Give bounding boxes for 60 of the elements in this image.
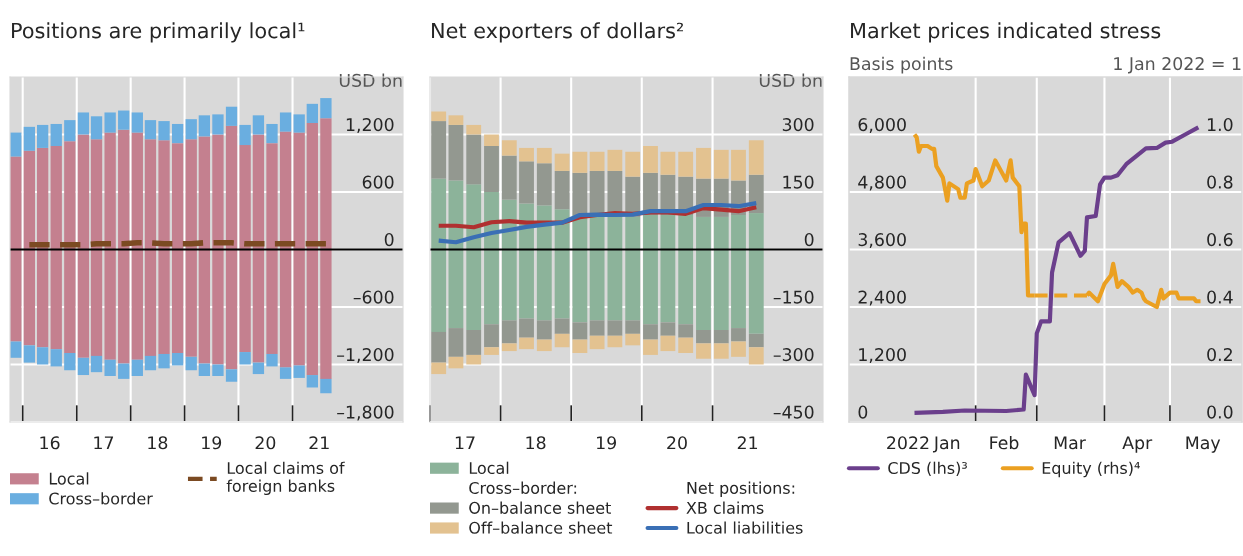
x-tick-label: 19 bbox=[202, 436, 222, 450]
y2-tick-label: 1.0 bbox=[1207, 118, 1233, 132]
y-tick-label: –300 bbox=[773, 348, 814, 362]
y-tick-label: 4,800 bbox=[858, 175, 906, 191]
y-axis-title: Basis points bbox=[850, 56, 953, 74]
y-tick-label: 6,000 bbox=[858, 118, 906, 133]
text: Cross–border: bbox=[469, 481, 577, 494]
legend-label: Local bbox=[469, 461, 509, 475]
x-tick-label: 17 bbox=[94, 436, 114, 450]
y-tick-label: 0 bbox=[858, 405, 868, 419]
y2-tick-label: 0.2 bbox=[1207, 348, 1232, 362]
x-tick-label: 21 bbox=[737, 436, 758, 450]
legend-label: On–balance sheet bbox=[469, 501, 611, 514]
x-tick-label: Feb bbox=[990, 435, 1019, 450]
y-tick-label: 150 bbox=[783, 175, 814, 189]
y2-tick-label: 0.8 bbox=[1207, 175, 1233, 189]
legend-label: Cross–border bbox=[49, 492, 153, 505]
text: Net positions: bbox=[687, 481, 795, 498]
legend-label: XB claims bbox=[686, 501, 764, 514]
y-tick-label: –600 bbox=[353, 290, 394, 304]
x-tick-label: 18 bbox=[148, 436, 168, 450]
y-tick-label: 0 bbox=[804, 233, 814, 247]
x-tick-label: 20 bbox=[255, 436, 276, 450]
legend-label: Off–balance sheet bbox=[469, 521, 613, 534]
y-tick-label: –1,800 bbox=[337, 405, 394, 421]
y-axis-title: USD bn bbox=[339, 73, 402, 87]
legend-label: Local claims of foreign banks bbox=[226, 461, 345, 496]
y2-axis-title: 1 Jan 2022 = 1 bbox=[1114, 57, 1241, 74]
y-tick-label: 2,400 bbox=[858, 290, 906, 306]
x-tick-label: 16 bbox=[40, 436, 60, 450]
legend-label: Local bbox=[49, 472, 89, 485]
x-tick-label: 21 bbox=[309, 436, 329, 450]
legend-label: Local liabilities bbox=[687, 521, 803, 534]
y-tick-label: 0 bbox=[384, 233, 394, 247]
x-tick-label: Jan bbox=[932, 436, 960, 453]
y-axis-title: USD bn bbox=[759, 73, 822, 87]
chart-title: Net exporters of dollars² bbox=[432, 22, 684, 43]
y2-tick-label: 0.0 bbox=[1207, 405, 1233, 419]
y-tick-label: 1,200 bbox=[346, 118, 394, 133]
y-tick-label: 300 bbox=[782, 118, 814, 132]
x-tick-label: 17 bbox=[455, 436, 475, 450]
y-tick-label: 1,200 bbox=[859, 348, 906, 363]
legend-label: Equity (rhs)⁴ bbox=[1042, 461, 1140, 478]
y2-tick-label: 0.4 bbox=[1207, 290, 1233, 304]
x-tick-label: 19 bbox=[597, 436, 617, 450]
chart-title: Market prices indicated stress bbox=[851, 22, 1161, 43]
x-tick-label: 2022 bbox=[887, 436, 929, 450]
chart-title: Positions are primarily local¹ bbox=[12, 22, 305, 43]
x-tick-label: May bbox=[1186, 436, 1221, 453]
y2-tick-label: 0.6 bbox=[1207, 233, 1233, 247]
x-tick-label: Mar bbox=[1054, 436, 1086, 450]
y-tick-label: 600 bbox=[362, 175, 394, 189]
y-tick-label: –150 bbox=[773, 290, 814, 304]
x-tick-label: 20 bbox=[667, 436, 687, 450]
y-tick-label: 3,600 bbox=[858, 233, 906, 248]
y-tick-label: –1,200 bbox=[337, 348, 394, 363]
x-tick-label: 18 bbox=[526, 436, 546, 450]
x-tick-label: Apr bbox=[1122, 436, 1153, 453]
legend-label: CDS (lhs)³ bbox=[888, 461, 967, 476]
y-tick-label: –450 bbox=[773, 405, 814, 419]
